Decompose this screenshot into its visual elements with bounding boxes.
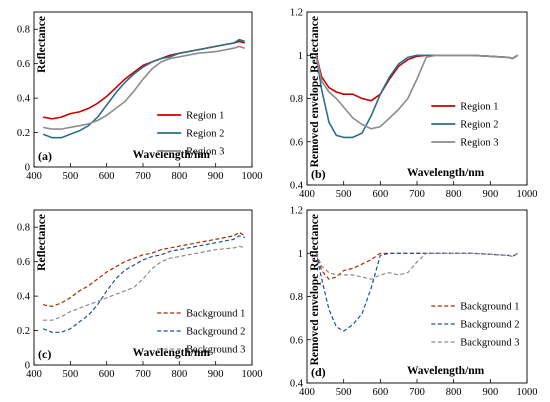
series-line: [42, 45, 245, 130]
y-tick-label: 0.2: [17, 326, 30, 337]
legend-entry: Background 1: [460, 302, 519, 313]
y-tick-label: 0.8: [290, 94, 303, 105]
y-tick-label: 0.6: [290, 137, 303, 148]
x-tick-label: 500: [62, 369, 78, 380]
series-line: [315, 252, 519, 280]
x-tick-label: 500: [336, 189, 352, 200]
legend-entry: Region 3: [186, 147, 224, 158]
series-line: [42, 231, 246, 307]
chart-panel-d: 400 500 600 700 800 900 1000 0.4 0.6 0.8 1 1.2 Wavel…: [290, 206, 538, 399]
legend-entry: Region 3: [460, 138, 498, 149]
panel-label: (c): [38, 347, 51, 361]
legend: Background 1 Background 2 Background 3: [157, 309, 245, 356]
x-tick-label: 600: [99, 171, 115, 182]
series-line: [42, 38, 245, 139]
x-tick-label: 900: [208, 171, 224, 182]
x-tick-label: 1000: [242, 369, 263, 380]
series-line: [315, 54, 519, 130]
x-tick-label: 700: [135, 369, 151, 380]
y-tick-label: 0.8: [17, 25, 30, 36]
chart-panel-a: 400 500 600 700 800 900 1000 0 0.2 0.4 0.6 0.8 Wavel…: [17, 11, 263, 182]
y-axis-label: Removed envelope Reflectance: [309, 16, 321, 167]
y-tick-label: 1.2: [290, 8, 303, 19]
y-tick-label: 0.6: [17, 59, 30, 70]
panel-label: (b): [311, 167, 326, 181]
legend-entry: Background 3: [186, 345, 245, 356]
x-tick-label: 700: [409, 387, 425, 398]
panel-label: (a): [38, 149, 52, 163]
x-tick-label: 800: [446, 189, 462, 200]
chart-panel-c: 400 500 600 700 800 900 1000 0 0.2 0.4 0.6 0.8 Wavel…: [17, 209, 263, 380]
y-tick-label: 0.4: [17, 94, 31, 105]
y-axis-label: Removed envelope Reflectance: [309, 214, 321, 365]
y-tick-label: 0.2: [17, 128, 30, 139]
legend-entry: Region 2: [460, 120, 498, 131]
plot-frame: [306, 11, 528, 186]
x-tick-label: 900: [482, 387, 498, 398]
y-tick-label: 0: [25, 163, 30, 174]
y-axis-label: Reflectance: [36, 214, 48, 271]
x-tick-label: 600: [372, 387, 388, 398]
x-tick-label: 1000: [517, 189, 538, 200]
x-tick-label: 400: [26, 171, 42, 182]
x-tick-label: 500: [336, 387, 352, 398]
legend: Region 1 Region 2 Region 3: [431, 102, 499, 149]
x-tick-label: 700: [135, 171, 151, 182]
x-tick-label: 400: [299, 189, 315, 200]
x-tick-label: 1000: [517, 387, 538, 398]
x-tick-label: 800: [171, 171, 187, 182]
y-tick-label: 1.2: [290, 206, 303, 217]
x-tick-label: 900: [208, 369, 224, 380]
plot-frame: [33, 11, 253, 168]
legend-entry: Region 1: [460, 102, 498, 113]
x-tick-label: 900: [482, 189, 498, 200]
y-tick-label: 0.6: [290, 335, 303, 346]
legend-entry: Background 2: [186, 327, 245, 338]
plot-frame: [33, 209, 253, 366]
x-axis-label: Wavelength/nm: [133, 149, 211, 161]
series-line: [43, 245, 245, 321]
x-tick-label: 1000: [242, 171, 263, 182]
y-tick-label: 0.4: [17, 292, 31, 303]
x-tick-label: 700: [409, 189, 425, 200]
legend-entry: Region 1: [186, 111, 224, 122]
x-tick-label: 400: [299, 387, 315, 398]
panel-label: (d): [311, 365, 326, 379]
chart-panel-b: 400 500 600 700 800 900 1000 0.4 0.6 0.8 1 1.2 Wavel…: [290, 8, 538, 201]
plot-frame: [306, 209, 528, 384]
x-tick-label: 800: [171, 369, 187, 380]
legend-entry: Background 2: [460, 320, 519, 331]
legend-entry: Background 3: [460, 338, 519, 349]
y-tick-label: 1: [298, 51, 303, 62]
y-tick-label: 0.6: [17, 257, 30, 268]
x-tick-label: 500: [62, 171, 78, 182]
y-tick-label: 0: [25, 361, 30, 372]
legend: Background 1 Background 2 Background 3: [431, 302, 520, 349]
x-tick-label: 600: [372, 189, 388, 200]
y-tick-label: 1: [298, 249, 303, 260]
legend-entry: Background 1: [186, 309, 245, 320]
x-tick-label: 600: [99, 369, 115, 380]
x-axis-label: Wavelength/nm: [133, 347, 211, 359]
y-tick-label: 0.4: [290, 379, 304, 390]
series-line: [42, 235, 245, 333]
legend: Region 1 Region 2 Region 3: [157, 111, 224, 158]
x-tick-label: 800: [446, 387, 462, 398]
x-tick-label: 400: [26, 369, 42, 380]
series-line: [42, 40, 245, 120]
y-axis-label: Reflectance: [36, 16, 48, 73]
legend-entry: Region 2: [186, 129, 224, 140]
x-axis-label: Wavelength/nm: [407, 167, 485, 179]
y-tick-label: 0.8: [290, 292, 303, 303]
y-tick-label: 0.4: [290, 181, 304, 192]
x-axis-label: Wavelength/nm: [407, 365, 485, 377]
y-tick-label: 0.8: [17, 223, 30, 234]
